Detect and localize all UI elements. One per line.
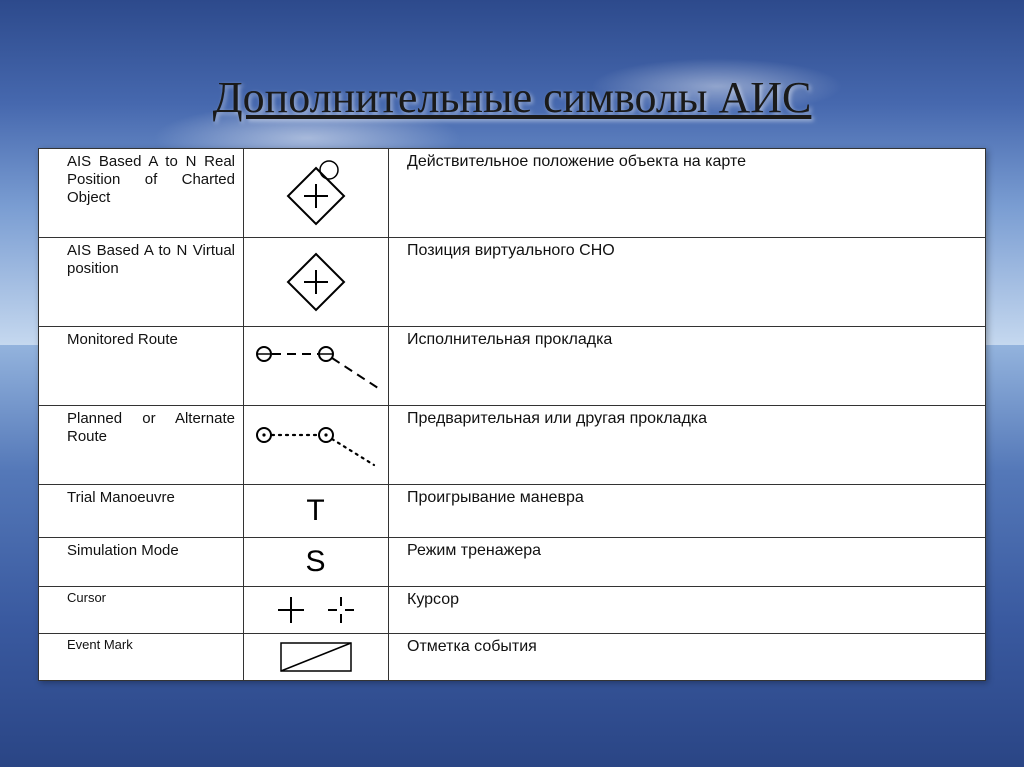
route-monitored-icon xyxy=(246,336,386,396)
table-row: Simulation Mode S Режим тренажера xyxy=(39,538,986,587)
cursor-icon xyxy=(261,593,371,627)
diamond-real-icon xyxy=(271,158,361,228)
symbol-desc-cell: Отметка события xyxy=(389,634,986,681)
symbol-name-cell: AIS Based A to N Virtual position xyxy=(39,238,244,327)
letter-s-icon: S xyxy=(305,545,326,578)
symbol-graphic-cell: S xyxy=(244,538,389,587)
symbol-name-cell: Trial Manoeuvre xyxy=(39,485,244,538)
symbol-desc-cell: Курсор xyxy=(389,587,986,634)
symbols-table-panel: AIS Based A to N Real Position of Charte… xyxy=(38,148,986,681)
table-row: Cursor Курсор xyxy=(39,587,986,634)
symbol-desc-cell: Режим тренажера xyxy=(389,538,986,587)
symbol-desc-cell: Действительное положение объекта на карт… xyxy=(389,149,986,238)
symbol-graphic-cell xyxy=(244,149,389,238)
symbol-name-cell: Event Mark xyxy=(39,634,244,681)
symbol-name-cell: AIS Based A to N Real Position of Charte… xyxy=(39,149,244,238)
diamond-virtual-icon xyxy=(271,247,361,317)
symbol-name-cell: Cursor xyxy=(39,587,244,634)
symbol-graphic-cell xyxy=(244,634,389,681)
symbol-desc-cell: Предварительная или другая прокладка xyxy=(389,406,986,485)
table-row: AIS Based A to N Real Position of Charte… xyxy=(39,149,986,238)
symbol-graphic-cell: T xyxy=(244,485,389,538)
table-row: Event Mark Отметка события xyxy=(39,634,986,681)
table-row: Monitored Route Исполнительная прокладка xyxy=(39,327,986,406)
symbol-desc-cell: Исполнительная прокладка xyxy=(389,327,986,406)
event-mark-icon xyxy=(278,640,354,674)
symbols-table: AIS Based A to N Real Position of Charte… xyxy=(38,148,986,681)
route-planned-icon xyxy=(246,415,386,475)
symbol-desc-cell: Позиция виртуального СНО xyxy=(389,238,986,327)
symbol-desc-cell: Проигрывание маневра xyxy=(389,485,986,538)
page-title: Дополнительные символы АИС xyxy=(0,72,1024,123)
letter-t-icon: T xyxy=(306,494,325,527)
slide: Дополнительные символы АИС AIS Based A t… xyxy=(0,0,1024,767)
table-row: AIS Based A to N Virtual position Позици… xyxy=(39,238,986,327)
symbol-graphic-cell xyxy=(244,238,389,327)
symbol-name-cell: Simulation Mode xyxy=(39,538,244,587)
symbol-graphic-cell xyxy=(244,406,389,485)
table-row: Trial Manoeuvre T Проигрывание маневра xyxy=(39,485,986,538)
symbol-name-cell: Monitored Route xyxy=(39,327,244,406)
symbol-name-cell: Planned or Alternate Route xyxy=(39,406,244,485)
symbol-graphic-cell xyxy=(244,587,389,634)
table-row: Planned or Alternate Route Предварительн… xyxy=(39,406,986,485)
symbol-graphic-cell xyxy=(244,327,389,406)
